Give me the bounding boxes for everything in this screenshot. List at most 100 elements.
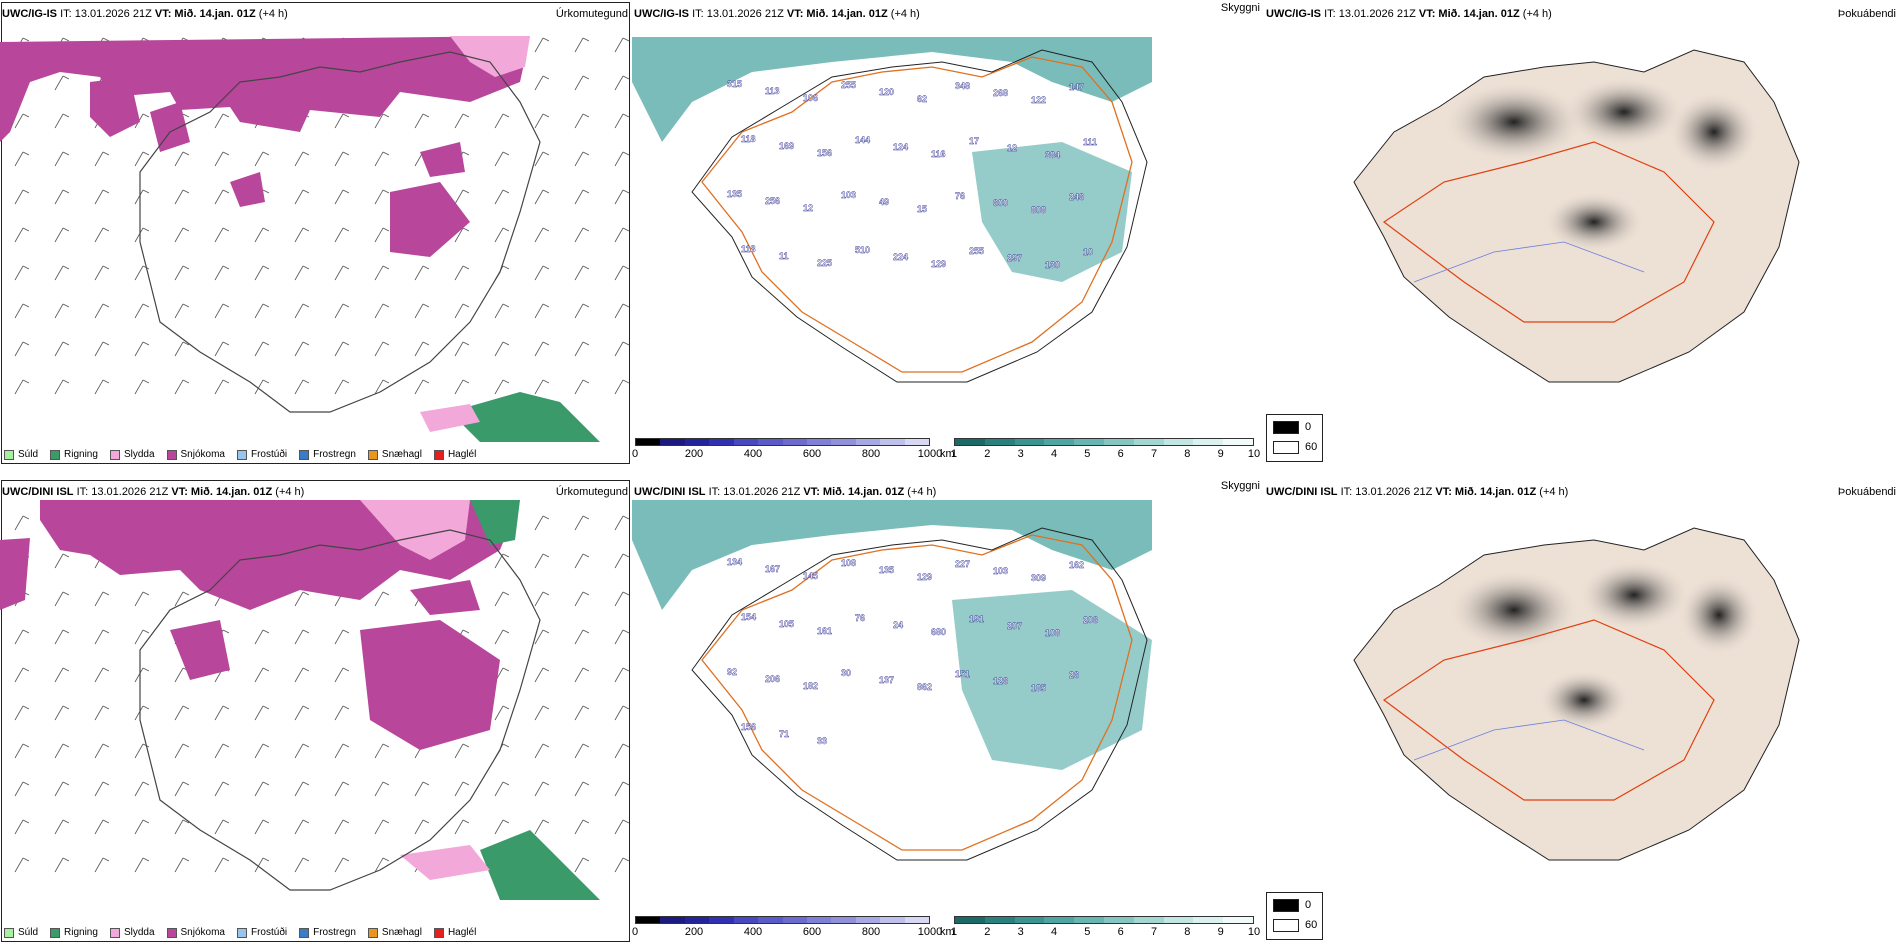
wind-barb — [534, 629, 544, 645]
cloud-base-label: 24 — [893, 620, 903, 630]
wind-barb — [174, 781, 184, 797]
cloud-base-label: 206 — [1083, 615, 1098, 625]
wind-barb-flag — [342, 857, 350, 862]
colorbar-segment — [1074, 439, 1104, 445]
colorbar-segment — [904, 917, 930, 923]
wind-barb-flag — [342, 151, 350, 156]
wind-barb-flag — [502, 629, 510, 634]
wind-barb-flag — [502, 705, 510, 710]
wind-barb — [534, 265, 544, 281]
wind-barb-flag — [382, 781, 390, 786]
wind-barb-flag — [342, 303, 350, 308]
wind-barb — [534, 113, 544, 129]
wind-barb — [134, 151, 144, 167]
wind-barb-flag — [142, 227, 150, 232]
wind-barb-flag — [102, 629, 110, 634]
cloud-base-label: 246 — [1069, 192, 1084, 202]
wind-barb-flag — [142, 667, 150, 672]
colorbar-tick: 6 — [1117, 926, 1124, 938]
wind-barb-flag — [302, 667, 310, 672]
wind-barb-flag — [622, 629, 630, 634]
wind-barb — [574, 379, 584, 395]
legend-item: Snjókoma — [166, 449, 225, 460]
colorbar-segment — [1223, 439, 1253, 445]
wind-barb-flag — [222, 113, 230, 118]
wind-barb-flag — [502, 303, 510, 308]
wind-barb-flag — [62, 705, 70, 710]
colorbar-tick: 10 — [1247, 448, 1261, 460]
colorbar-tick: 4 — [1050, 926, 1058, 938]
wind-barb-flag — [502, 819, 510, 824]
wind-barb — [334, 341, 344, 357]
wind-barb — [534, 37, 544, 53]
wind-barb-flag — [582, 515, 590, 520]
cloud-base-label: 161 — [817, 626, 832, 636]
wind-barb-flag — [542, 591, 550, 596]
wind-barb — [174, 189, 184, 205]
wind-barb — [574, 667, 584, 683]
legend-item: Rigning — [50, 449, 98, 460]
wind-barb-flag — [342, 667, 350, 672]
wind-barb — [54, 857, 64, 873]
river-network — [1413, 719, 1645, 761]
wind-barb — [574, 303, 584, 319]
cloud-base-label: 144 — [855, 135, 870, 145]
wind-barb-flag — [542, 515, 550, 520]
wind-barb-flag — [262, 743, 270, 748]
colorbar-segment — [806, 917, 832, 923]
colorbar-segment — [636, 439, 661, 445]
cloud-base-label: 103 — [993, 566, 1008, 576]
wind-barb — [614, 781, 624, 797]
wind-barb — [494, 151, 504, 167]
wind-barb — [134, 227, 144, 243]
wind-barb — [454, 379, 464, 395]
legend-label: Haglél — [447, 927, 477, 938]
valid-time: VT: Mið. 14.jan. 01Z — [803, 486, 905, 498]
wind-barb — [14, 515, 24, 531]
colorbar-tick: 5 — [1084, 448, 1091, 460]
cloud-base-label: 268 — [993, 88, 1008, 98]
wind-barb-flag — [62, 75, 70, 80]
wind-barb — [174, 227, 184, 243]
valid-time: VT: Mið. 14.jan. 01Z — [171, 486, 273, 498]
wind-barb — [574, 227, 584, 243]
wind-barb-flag — [422, 113, 430, 118]
wind-barb-flag — [422, 265, 430, 270]
wind-barb-flag — [182, 227, 190, 232]
wind-barb-flag — [302, 629, 310, 634]
legend-label: Frostregn — [313, 449, 356, 460]
legend-label: Haglél — [447, 449, 477, 460]
wind-barb-flag — [542, 553, 550, 558]
wind-barb — [54, 629, 64, 645]
wind-barb-flag — [142, 341, 150, 346]
wind-barb — [94, 667, 104, 683]
wind-barb — [214, 113, 224, 129]
colorbar-segment — [904, 439, 930, 445]
wind-barb — [134, 265, 144, 281]
colorbar-tick: 7 — [1150, 926, 1158, 938]
cloud-base-label: 145 — [803, 571, 818, 581]
colorbar-segment — [880, 439, 905, 445]
fog-high-area — [1579, 560, 1689, 630]
colorbar-segment — [684, 439, 710, 445]
wind-barb-flag — [342, 629, 350, 634]
fog-high-area — [1679, 575, 1759, 655]
legend-label: Súld — [18, 449, 39, 460]
wind-barb — [614, 37, 624, 53]
wind-barb — [574, 189, 584, 205]
wind-barb — [614, 303, 624, 319]
legend-item: Rigning — [50, 927, 98, 938]
wind-barb — [334, 227, 344, 243]
wind-barb — [534, 151, 544, 167]
wind-barb — [174, 857, 184, 873]
panel-title: Þokuábendi — [1837, 8, 1896, 20]
wind-barb — [294, 341, 304, 357]
wind-barb-flag — [302, 857, 310, 862]
wind-barb — [374, 743, 384, 759]
wind-barb-flag — [622, 857, 630, 862]
wind-barb — [14, 189, 24, 205]
legend-swatch — [50, 449, 61, 460]
wind-barb-flag — [582, 113, 590, 118]
cloud-base-label: 116 — [931, 149, 946, 159]
wind-barb — [494, 341, 504, 357]
